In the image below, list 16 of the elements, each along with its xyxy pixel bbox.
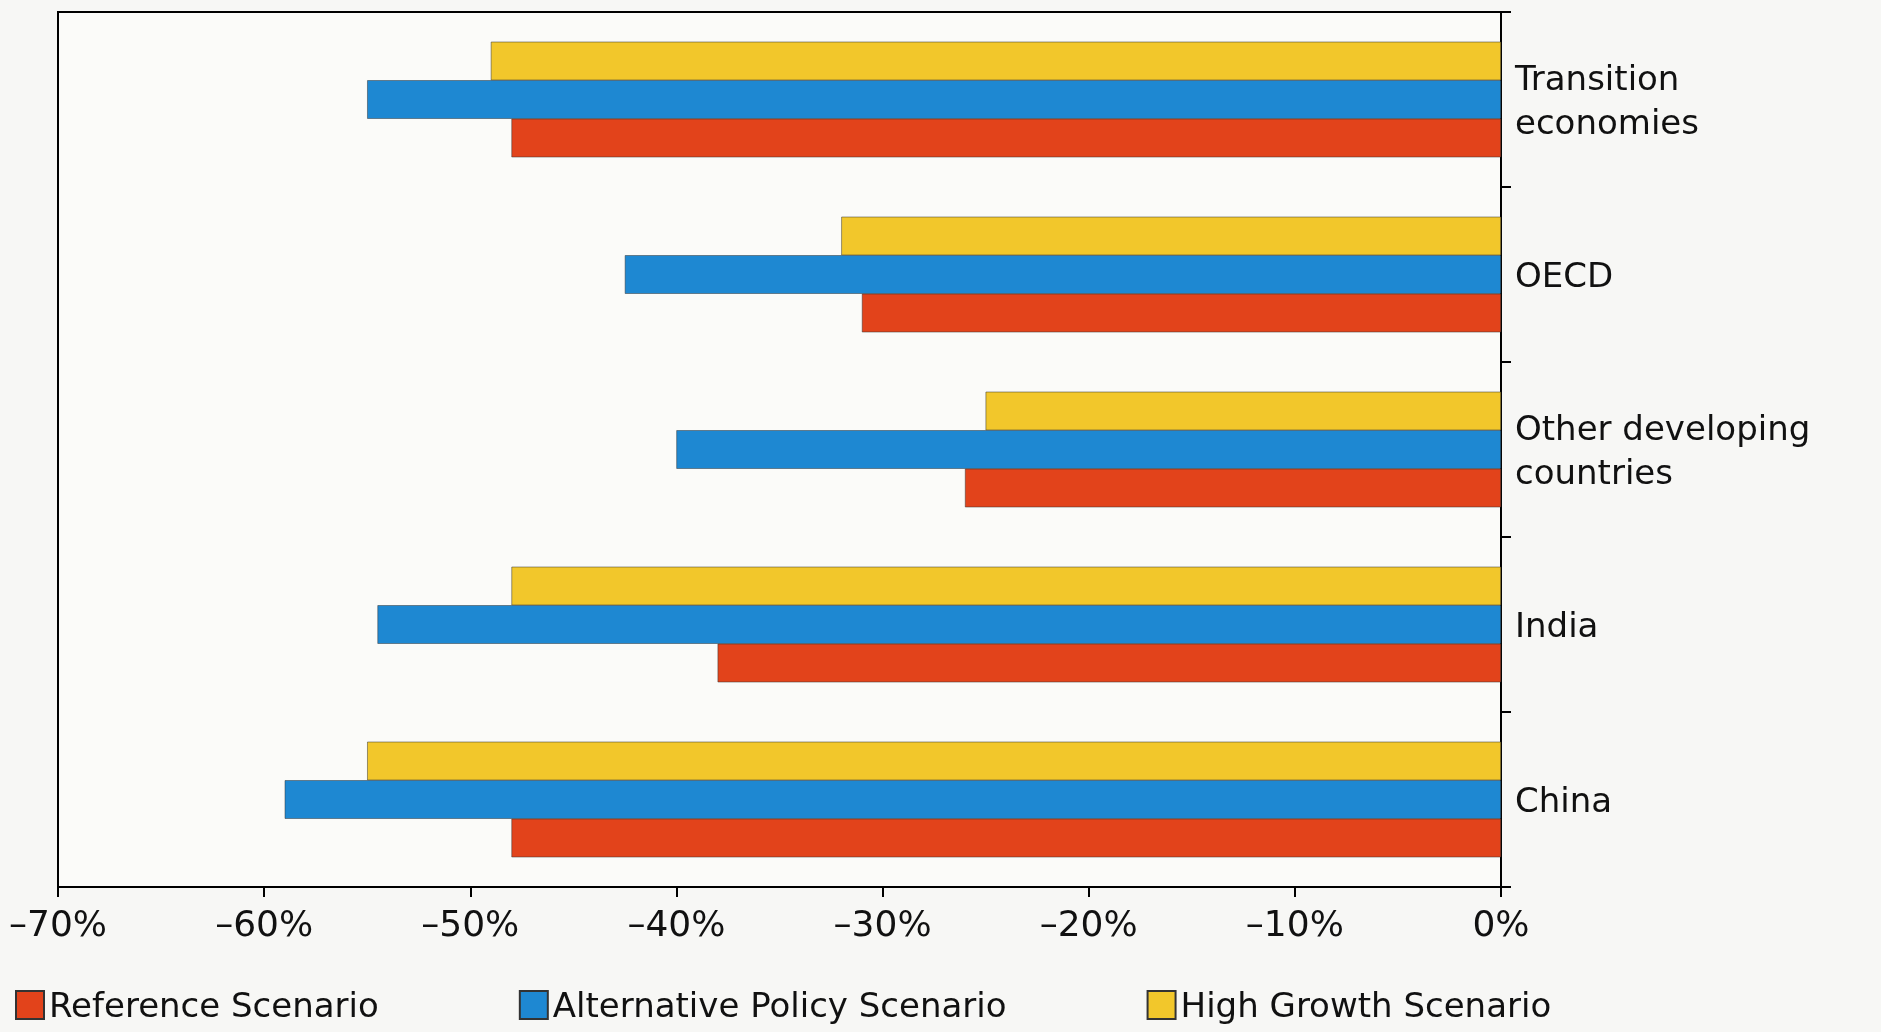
- y-tick-label: Transition economies: [1514, 57, 1699, 142]
- x-tick-label: –30%: [833, 902, 932, 944]
- y-tick-label: China: [1515, 779, 1613, 820]
- y-tick-label: OECD: [1515, 254, 1614, 295]
- legend-label: High Growth Scenario: [1180, 985, 1552, 1025]
- legend-label: Alternative Policy Scenario: [552, 985, 1007, 1025]
- x-tick-label: –40%: [627, 902, 726, 944]
- legend-label: Reference Scenario: [49, 985, 379, 1025]
- x-tick-label: –20%: [1039, 902, 1138, 944]
- y-tick-label: Other developing countries: [1515, 407, 1811, 492]
- x-tick-label: 0%: [1472, 902, 1530, 944]
- x-tick-label: –50%: [421, 902, 520, 944]
- x-tick-label: –70%: [8, 902, 108, 944]
- x-tick-label: –60%: [215, 902, 314, 944]
- y-tick-label: India: [1515, 604, 1599, 645]
- x-tick-label: –10%: [1245, 902, 1344, 944]
